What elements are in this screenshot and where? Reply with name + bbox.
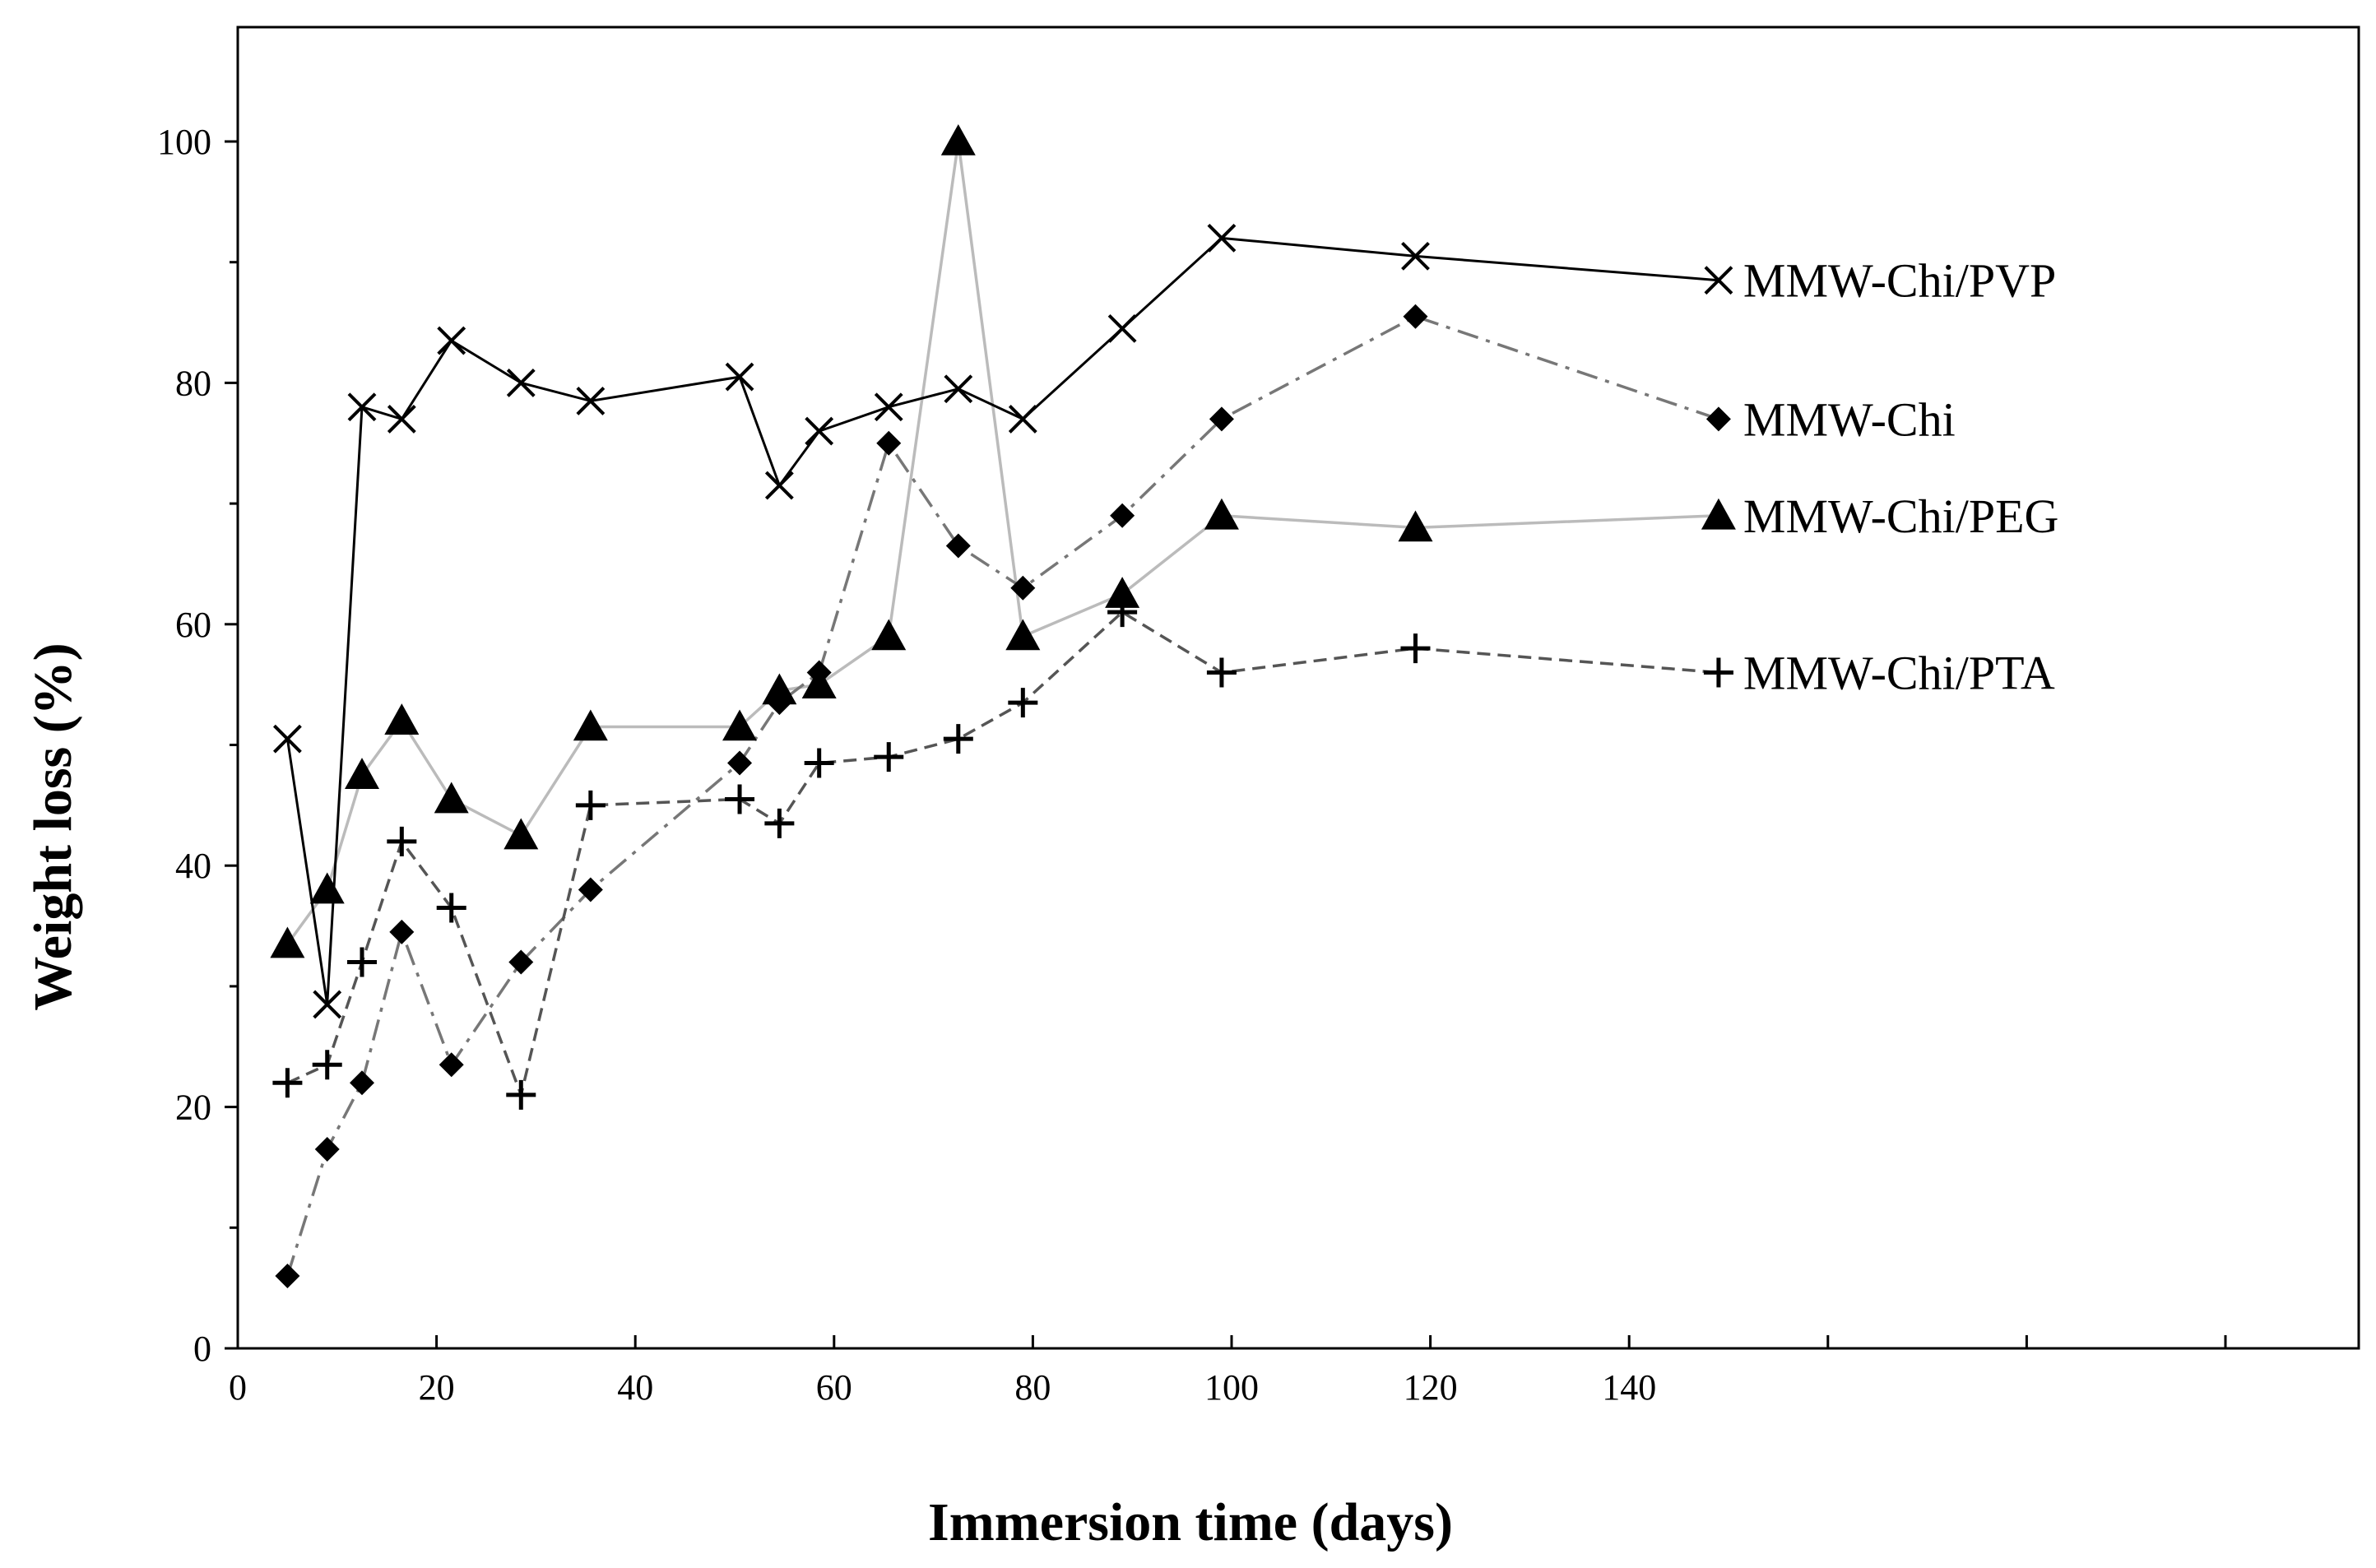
data-point [314, 1136, 340, 1162]
data-point [1204, 498, 1239, 530]
data-point [943, 724, 973, 754]
series-label: MMW-Chi/PTA [1743, 646, 2055, 699]
data-point [345, 758, 379, 789]
data-point [764, 471, 794, 500]
data-point [725, 362, 754, 392]
data-point [508, 949, 534, 975]
data-point [578, 877, 603, 902]
data-point [1206, 657, 1237, 688]
data-point [575, 790, 606, 820]
data-point [1107, 313, 1137, 343]
y-axis-ticks: 0 20 40 60 80 100 [157, 122, 238, 1369]
plot-frame [236, 26, 2360, 1350]
data-point [1705, 406, 1731, 432]
series-label: MMW-Chi/PEG [1743, 489, 2059, 543]
data-point [504, 818, 539, 850]
data-point [1207, 223, 1237, 253]
data-point [389, 919, 415, 944]
series-label: MMW-Chi/PVP [1743, 254, 2056, 308]
x-tick-label: 60 [816, 1367, 852, 1408]
data-point [874, 392, 903, 422]
data-point [1209, 406, 1234, 432]
data-point [1107, 597, 1138, 628]
data-point [1105, 577, 1140, 608]
x-tick-label: 0 [229, 1367, 247, 1408]
data-point [347, 392, 377, 422]
y-tick-label: 40 [175, 846, 211, 886]
x-tick-label: 140 [1602, 1367, 1656, 1408]
series-labels: MMW-Chi/PVP MMW-Chi MMW-Chi/PEG MMW-Chi/PTA [1743, 254, 2059, 700]
x-tick-label: 20 [419, 1367, 455, 1408]
data-point [275, 1263, 300, 1288]
series-lines [285, 141, 1719, 1277]
y-tick-label: 0 [193, 1329, 211, 1369]
data-point [945, 533, 971, 559]
data-point [1701, 498, 1736, 530]
data-point [312, 1050, 342, 1080]
data-point [309, 872, 345, 904]
data-point [804, 748, 834, 778]
data-point [384, 703, 420, 735]
data-point [439, 1052, 464, 1078]
data-point [313, 990, 342, 1019]
y-tick-label: 100 [157, 122, 211, 162]
data-point [764, 808, 795, 838]
data-point [1008, 688, 1038, 718]
x-axis-ticks: 0 20 40 60 80 100 120 140 [229, 1335, 2227, 1408]
data-point [874, 742, 904, 772]
data-point [437, 326, 466, 355]
data-point [576, 386, 606, 415]
series-markers [270, 124, 1736, 1288]
x-tick-label: 40 [617, 1367, 653, 1408]
data-point [944, 374, 973, 404]
data-point [1403, 304, 1428, 329]
data-point [727, 750, 753, 776]
x-axis-title: Immersion time (days) [928, 1492, 1453, 1552]
x-tick-label: 120 [1404, 1367, 1458, 1408]
data-point [1008, 404, 1037, 434]
data-point [350, 1070, 374, 1096]
y-tick-label: 60 [175, 605, 211, 645]
data-point [871, 619, 907, 651]
data-point [940, 124, 976, 155]
series-line [286, 610, 1719, 1100]
data-point [272, 1068, 303, 1098]
data-point [725, 784, 755, 814]
y-tick-label: 80 [175, 363, 211, 403]
series-line [285, 141, 1719, 945]
data-point [387, 404, 416, 434]
data-point [573, 709, 608, 741]
series-line [285, 314, 1719, 1277]
data-point [767, 690, 792, 716]
data-point [506, 1079, 536, 1110]
data-point [1110, 503, 1135, 528]
data-point [506, 368, 536, 397]
data-point [1401, 241, 1430, 271]
data-point [1703, 657, 1733, 688]
data-point [270, 926, 305, 958]
data-point [1704, 266, 1733, 295]
y-axis-title: Weight loss (%) [23, 643, 83, 1010]
data-point [1400, 633, 1431, 664]
data-point [436, 893, 466, 923]
data-point [1010, 575, 1036, 601]
data-point [434, 782, 469, 814]
series-label: MMW-Chi [1743, 392, 1956, 446]
data-point [876, 430, 902, 456]
x-tick-label: 100 [1204, 1367, 1259, 1408]
data-point [762, 673, 797, 705]
data-point [722, 709, 758, 741]
data-point [347, 947, 377, 977]
y-tick-label: 20 [175, 1088, 211, 1128]
data-point [1005, 619, 1041, 651]
data-point [1398, 510, 1433, 542]
series-line [285, 236, 1719, 1005]
x-tick-label: 80 [1014, 1367, 1051, 1408]
data-point [806, 660, 832, 685]
data-point [805, 416, 834, 446]
data-point [387, 826, 417, 856]
data-point [272, 724, 302, 754]
